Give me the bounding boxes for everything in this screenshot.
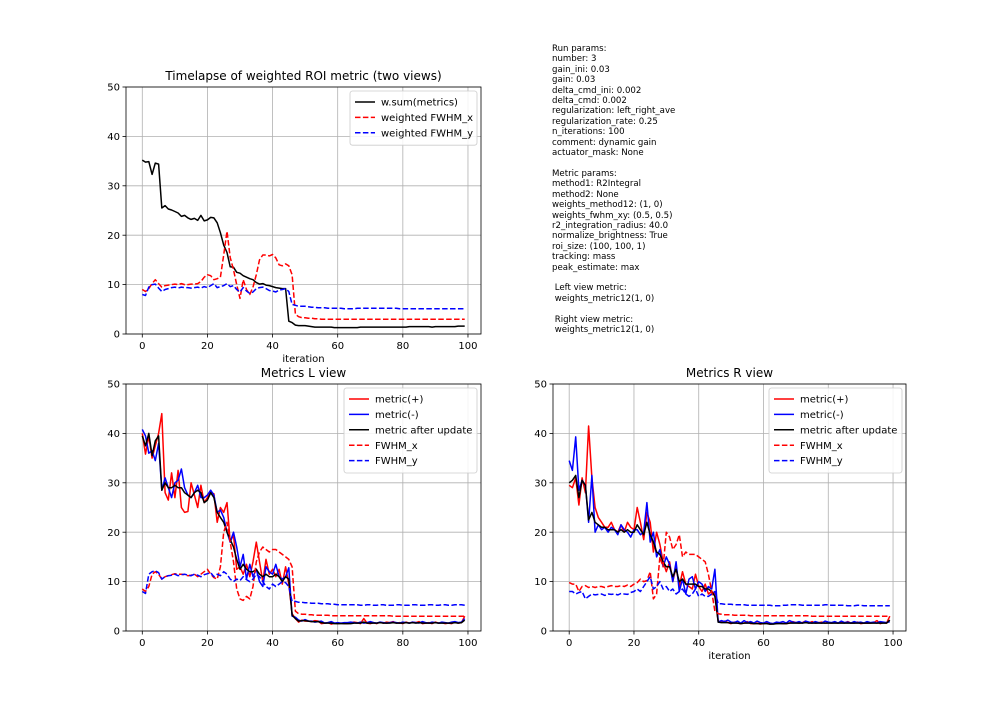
y-tick-label: 50 — [107, 380, 120, 391]
y-tick-label: 50 — [107, 83, 120, 94]
series-line — [141, 569, 465, 607]
x-tick-label: 100 — [458, 341, 477, 352]
y-tick-label: 30 — [534, 478, 547, 489]
series-line — [568, 474, 891, 625]
chart-1: 0 20 40 60 80 100 0 10 20 30 40 50 Timelapse of weig… — [107, 69, 482, 365]
legend-entry: weighted FWHM_x — [381, 113, 473, 124]
series-line — [142, 282, 465, 310]
series-line — [141, 230, 465, 320]
x-tick-label: 40 — [692, 638, 705, 649]
y-tick-label: 40 — [107, 429, 120, 440]
x-tick-label: 20 — [628, 638, 641, 649]
y-tick-label: 10 — [534, 577, 547, 588]
series-line — [141, 159, 465, 329]
legend-box — [343, 387, 478, 474]
legend-entry: FWHM_x — [800, 441, 843, 452]
x-tick-label: 20 — [201, 638, 214, 649]
chart-title: Timelapse of weighted ROI metric (two vi… — [164, 69, 441, 83]
x-tick-label: 40 — [266, 341, 279, 352]
legend-entry: metric(+) — [800, 395, 848, 406]
legend-entry: w.sum(metrics) — [381, 98, 458, 109]
y-tick-label: 40 — [107, 132, 120, 143]
legend-entry: FWHM_y — [375, 456, 418, 467]
y-tick-label: 20 — [107, 231, 120, 242]
x-tick-label: 100 — [458, 638, 477, 649]
legend-box — [768, 387, 903, 474]
legend-entry: metric after update — [375, 425, 472, 436]
legend: metric(+) metric(-) metric after update FWH… — [768, 387, 903, 474]
series-line — [569, 575, 890, 607]
legend: w.sum(metrics) weighted FWHM_x weighted FW… — [349, 90, 478, 146]
chart-2: 0 20 40 60 80 100 0 10 20 30 40 50 Metrics L view met… — [107, 366, 482, 649]
legend-entry: FWHM_x — [375, 441, 418, 452]
axes-frame — [125, 383, 482, 632]
run-params-text: Run params: number: 3 gain_ini: 0.03 gai… — [552, 44, 676, 335]
legend-entry: weighted FWHM_y — [381, 128, 473, 139]
x-tick-label: 80 — [396, 638, 409, 649]
legend-entry: metric(-) — [375, 410, 419, 421]
y-tick-label: 50 — [534, 380, 547, 391]
legend: metric(+) metric(-) metric after update FWH… — [343, 387, 478, 474]
x-tick-label: 60 — [331, 638, 344, 649]
chart-3: 0 20 40 60 80 100 0 10 20 30 40 50 Metrics R view ite… — [534, 366, 907, 662]
axes-frame — [552, 383, 907, 632]
legend-entry: metric(+) — [375, 395, 423, 406]
series-line — [568, 531, 890, 617]
x-axis-label: iteration — [282, 354, 324, 365]
y-tick-label: 0 — [114, 330, 120, 341]
legend-entry: metric after update — [800, 425, 897, 436]
axes-frame — [125, 86, 482, 335]
chart-title: Metrics L view — [261, 366, 347, 380]
x-tick-label: 0 — [566, 638, 572, 649]
x-tick-label: 100 — [883, 638, 902, 649]
y-tick-label: 10 — [107, 280, 120, 291]
x-tick-label: 0 — [139, 341, 145, 352]
x-axis-label: iteration — [708, 651, 750, 662]
x-tick-label: 60 — [331, 341, 344, 352]
y-tick-label: 20 — [534, 528, 547, 539]
legend-entry: metric(-) — [800, 410, 844, 421]
x-tick-label: 20 — [201, 341, 214, 352]
legend-box — [349, 90, 478, 146]
y-tick-label: 0 — [541, 627, 547, 638]
y-tick-label: 30 — [107, 478, 120, 489]
y-tick-label: 30 — [107, 181, 120, 192]
series-line — [141, 521, 465, 617]
series-line — [141, 432, 466, 625]
y-tick-label: 10 — [107, 577, 120, 588]
y-tick-label: 40 — [534, 429, 547, 440]
x-tick-label: 0 — [139, 638, 145, 649]
legend-entry: FWHM_y — [800, 456, 843, 467]
x-tick-label: 80 — [822, 638, 835, 649]
x-tick-label: 60 — [757, 638, 770, 649]
y-tick-label: 20 — [107, 528, 120, 539]
x-tick-label: 40 — [266, 638, 279, 649]
x-tick-label: 80 — [396, 341, 409, 352]
chart-title: Metrics R view — [686, 366, 773, 380]
y-tick-label: 0 — [114, 627, 120, 638]
